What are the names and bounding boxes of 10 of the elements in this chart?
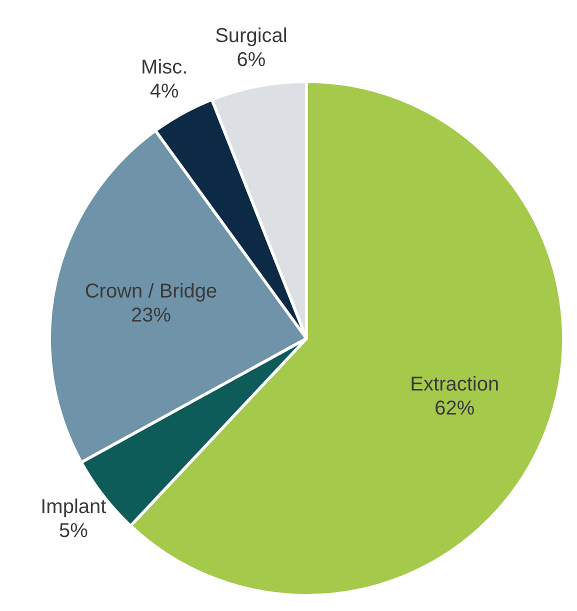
- data-label: 23%: [130, 304, 172, 326]
- data-label: 5%: [58, 520, 88, 542]
- data-label: 6%: [236, 49, 266, 72]
- slice-label: Surgical: [215, 25, 288, 48]
- data-label: 62%: [434, 398, 475, 420]
- data-label: 4%: [150, 80, 180, 103]
- slice-label: Implant: [40, 496, 107, 518]
- slice-label: Misc.: [141, 56, 188, 79]
- slice-label: Crown / Bridge: [84, 280, 218, 302]
- slice-label: Extraction: [410, 374, 500, 396]
